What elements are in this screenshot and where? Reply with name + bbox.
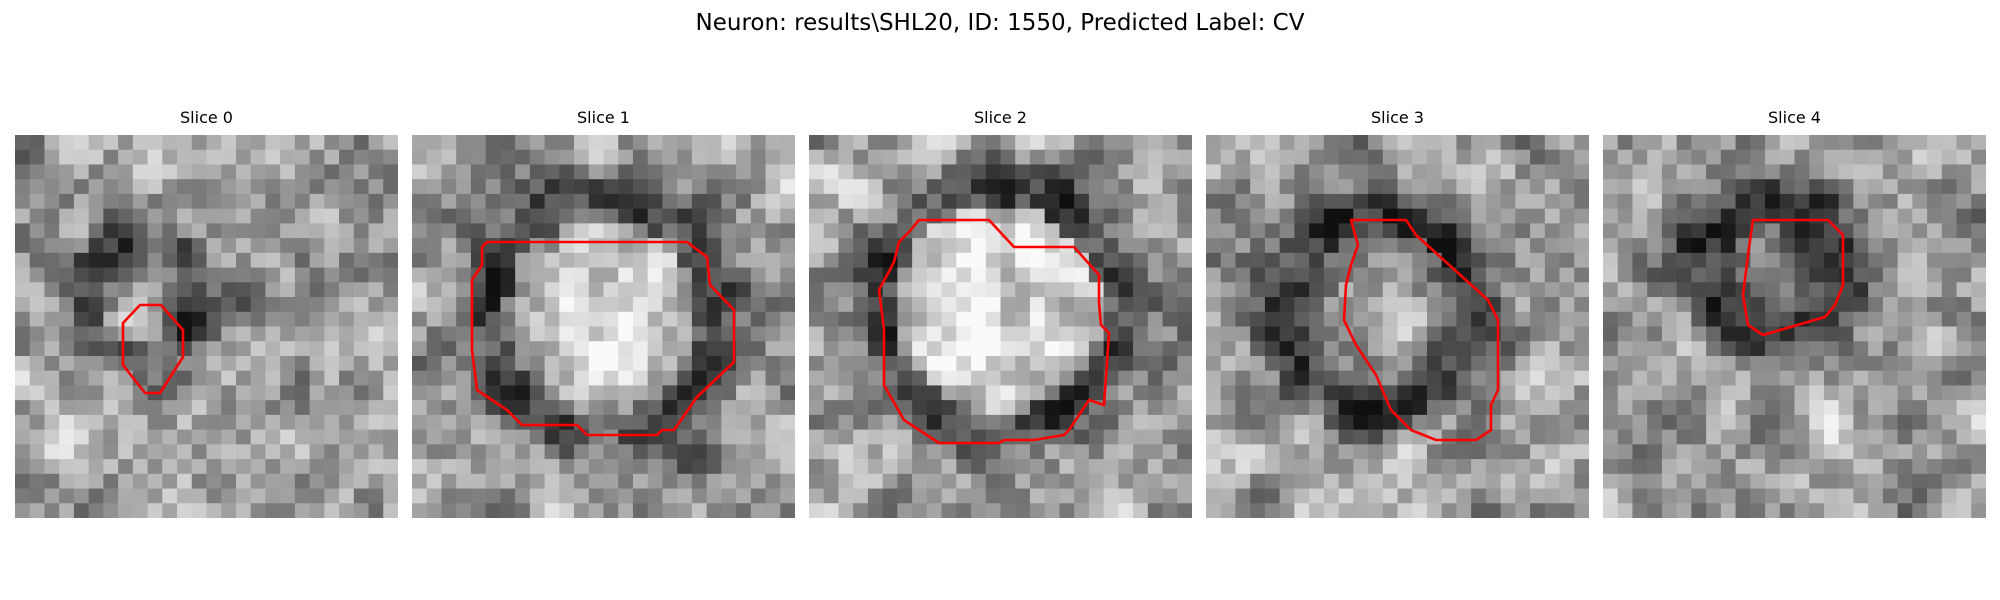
- slice-panel-4: Slice 4: [1603, 108, 1986, 521]
- slice-2-texture: [809, 135, 1192, 518]
- slice-3-texture: [1206, 135, 1589, 518]
- slice-1-texture: [412, 135, 795, 518]
- slice-2-image: [809, 135, 1192, 518]
- slice-panel-1: Slice 1: [412, 108, 795, 521]
- figure-title: Neuron: results\SHL20, ID: 1550, Predict…: [695, 10, 1305, 36]
- slice-0-title: Slice 0: [180, 108, 233, 127]
- slice-1-image: [412, 135, 795, 518]
- slice-1-title: Slice 1: [577, 108, 630, 127]
- slice-4-title: Slice 4: [1768, 108, 1821, 127]
- slice-3-image: [1206, 135, 1589, 518]
- slice-panel-3: Slice 3: [1206, 108, 1589, 521]
- slice-4-image: [1603, 135, 1986, 518]
- slice-2-contour: [877, 218, 1111, 445]
- slice-3-contour: [1342, 218, 1500, 442]
- slice-0-texture: [15, 135, 398, 518]
- slice-3-title: Slice 3: [1371, 108, 1424, 127]
- slice-1-contour: [470, 240, 736, 437]
- slice-4-texture: [1603, 135, 1986, 518]
- slice-4-contour: [1741, 218, 1845, 337]
- slice-2-title: Slice 2: [974, 108, 1027, 127]
- slice-0-image: [15, 135, 398, 518]
- slice-panel-0: Slice 0: [15, 108, 398, 521]
- slice-panel-2: Slice 2: [809, 108, 1192, 521]
- slice-0-contour: [121, 303, 185, 395]
